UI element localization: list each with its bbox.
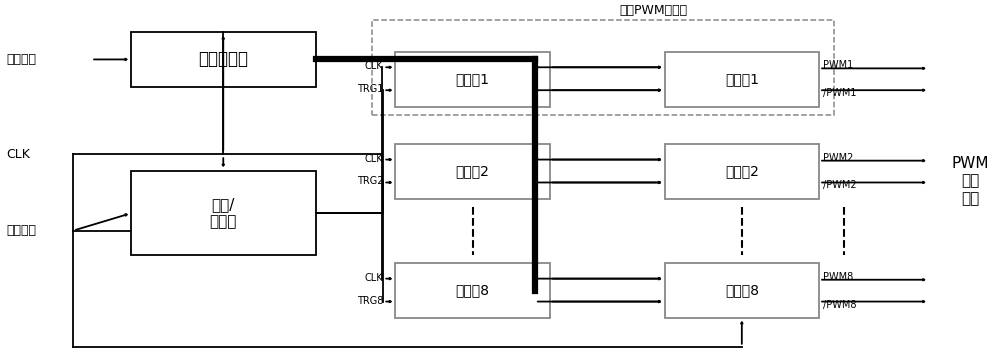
Text: 比较器8: 比较器8: [725, 284, 759, 298]
Bar: [665, 264, 819, 318]
Bar: [665, 144, 819, 199]
Text: CLK: CLK: [6, 148, 30, 161]
Text: 计数器1: 计数器1: [456, 72, 490, 86]
Text: PWM
控制
信号: PWM 控制 信号: [952, 156, 989, 206]
Bar: [372, 20, 834, 114]
Text: 过采样模块: 过采样模块: [198, 51, 248, 69]
Bar: [395, 144, 550, 199]
Text: 比较器1: 比较器1: [725, 72, 759, 86]
Text: TRG2: TRG2: [357, 177, 383, 187]
Text: 开关信号: 开关信号: [6, 224, 36, 237]
Bar: [395, 52, 550, 106]
Text: 计数器2: 计数器2: [456, 165, 490, 179]
Text: /PWM2: /PWM2: [823, 180, 857, 191]
Text: 延时/
定时器: 延时/ 定时器: [210, 197, 237, 230]
Bar: [131, 32, 316, 87]
Text: 计数器8: 计数器8: [456, 284, 490, 298]
Text: /PWM1: /PWM1: [823, 88, 857, 98]
Text: /PWM8: /PWM8: [823, 300, 857, 309]
Text: 音频输入: 音频输入: [6, 53, 36, 66]
Text: TRG8: TRG8: [357, 296, 383, 305]
Text: PWM2: PWM2: [823, 153, 853, 163]
Bar: [665, 52, 819, 106]
Text: CLK: CLK: [365, 153, 383, 164]
Text: 比较器2: 比较器2: [725, 165, 759, 179]
Text: CLK: CLK: [365, 61, 383, 71]
Text: PWM1: PWM1: [823, 60, 853, 70]
Text: TRG1: TRG1: [357, 84, 383, 94]
Text: 数字PWM调制器: 数字PWM调制器: [619, 4, 687, 17]
Bar: [131, 171, 316, 256]
Text: CLK: CLK: [365, 273, 383, 283]
Text: PWM8: PWM8: [823, 272, 853, 282]
Bar: [395, 264, 550, 318]
